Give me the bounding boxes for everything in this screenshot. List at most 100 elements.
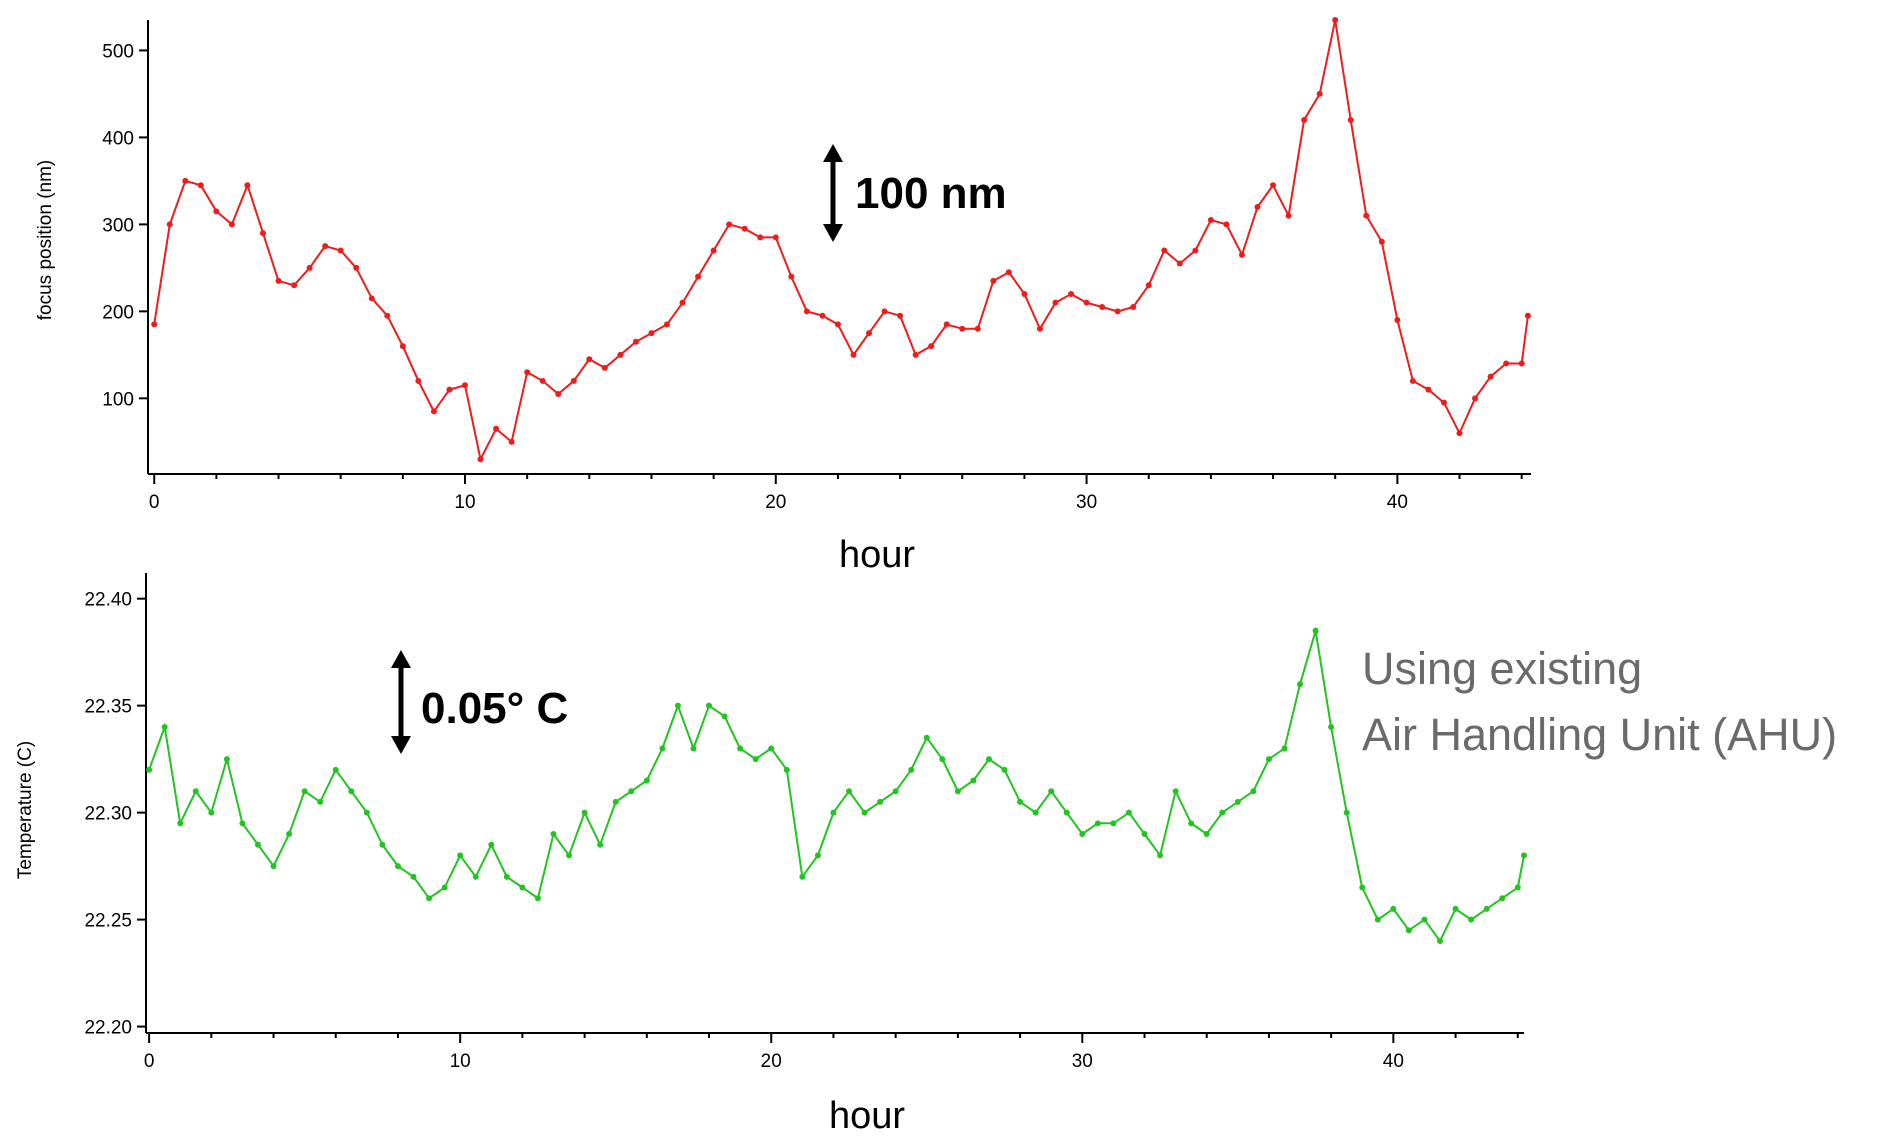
temp-data-point — [861, 809, 868, 816]
temp-data-point — [830, 809, 837, 816]
focus-y-tick-label: 500 — [102, 41, 134, 62]
temp-data-point — [1359, 884, 1366, 891]
temp-x-ticks: 0 10 20 30 40 — [144, 1033, 1519, 1072]
focus-data-point — [244, 182, 251, 189]
temp-data-point — [208, 809, 215, 816]
focus-y-tick-label: 400 — [102, 128, 134, 149]
temp-data-point — [597, 841, 604, 848]
focus-series-line — [153, 19, 1529, 463]
temp-y-tick-label: 22.30 — [84, 804, 132, 825]
temp-data-point — [332, 766, 339, 773]
temp-data-point — [892, 788, 899, 795]
temp-data-point — [908, 766, 915, 773]
temp-data-point — [954, 788, 961, 795]
temp-data-point — [1017, 798, 1024, 805]
focus-data-point — [462, 382, 469, 389]
temp-scale-label: 0.05° C — [421, 684, 568, 733]
focus-data-point — [1503, 360, 1510, 367]
focus-data-point — [353, 264, 360, 271]
temp-data-point — [410, 873, 417, 880]
ahu-note-line-1: Using existing — [1362, 643, 1642, 694]
temp-data-point — [752, 756, 759, 763]
focus-data-point — [772, 234, 779, 241]
temp-data-point — [161, 724, 168, 731]
focus-data-point — [337, 247, 344, 254]
temp-data-point — [1312, 627, 1319, 634]
focus-data-point — [1068, 290, 1075, 297]
focus-data-point — [834, 321, 841, 328]
temp-data-point — [1157, 852, 1164, 859]
focus-data-point — [757, 234, 764, 241]
focus-data-point — [322, 243, 329, 250]
focus-x-axis-label: hour — [839, 534, 915, 576]
temp-data-point — [550, 831, 557, 838]
temp-data-point — [146, 766, 153, 773]
temp-data-point — [768, 745, 775, 752]
focus-data-point — [601, 364, 608, 371]
focus-data-point — [974, 325, 981, 332]
focus-data-point — [1207, 217, 1214, 224]
focus-data-point — [555, 390, 562, 397]
temp-data-point — [985, 756, 992, 763]
focus-y-axis-label: focus position (nm) — [35, 160, 56, 321]
focus-data-point — [1518, 360, 1525, 367]
focus-data-point — [539, 377, 546, 384]
temp-data-point — [877, 798, 884, 805]
focus-data-point — [1270, 182, 1277, 189]
focus-data-point — [213, 208, 220, 215]
temp-data-point — [721, 713, 728, 720]
temp-data-point — [659, 745, 666, 752]
focus-data-point — [384, 312, 391, 319]
temp-data-point — [612, 798, 619, 805]
focus-data-point — [1130, 304, 1137, 311]
focus-data-point — [679, 299, 686, 306]
focus-data-point — [959, 325, 966, 332]
focus-data-point — [1332, 17, 1339, 23]
temp-data-point — [1172, 788, 1179, 795]
temp-data-point — [457, 852, 464, 859]
temp-data-point — [1048, 788, 1055, 795]
temp-data-point — [566, 852, 573, 859]
focus-data-point — [368, 295, 375, 302]
focus-data-point — [508, 438, 515, 445]
temp-data-point — [1110, 820, 1117, 827]
focus-data-point — [1487, 373, 1494, 380]
temp-data-point — [643, 777, 650, 784]
temp-data-point — [1328, 724, 1335, 731]
focus-x-tick-label: 0 — [149, 492, 160, 513]
focus-data-point — [710, 247, 717, 254]
temp-data-point — [1468, 916, 1475, 923]
focus-data-point — [664, 321, 671, 328]
focus-data-point — [306, 264, 313, 271]
focus-data-point — [1192, 247, 1199, 254]
temp-data-point — [394, 863, 401, 870]
focus-data-point — [1378, 238, 1385, 245]
temp-y-tick-label: 22.40 — [84, 590, 132, 611]
focus-data-point — [1347, 117, 1354, 124]
temp-data-point — [799, 873, 806, 880]
temp-data-point — [1203, 831, 1210, 838]
temp-data-point — [1094, 820, 1101, 827]
temp-x-tick-label: 0 — [144, 1051, 155, 1072]
temp-data-point — [1343, 809, 1350, 816]
focus-data-point — [1099, 304, 1106, 311]
temp-data-point — [1521, 852, 1527, 859]
focus-data-point — [695, 273, 702, 280]
focus-data-point — [897, 312, 904, 319]
focus-data-point — [1176, 260, 1183, 267]
focus-y-ticks: 100 200 300 400 500 — [102, 41, 148, 410]
temp-x-tick-label: 30 — [1072, 1051, 1093, 1072]
focus-data-point — [912, 351, 919, 358]
temp-data-point — [379, 841, 386, 848]
focus-data-point — [819, 312, 826, 319]
temp-data-point — [690, 745, 697, 752]
temp-y-ticks: 22.20 22.25 22.30 22.35 22.40 — [84, 590, 146, 1039]
temp-data-point — [348, 788, 355, 795]
temp-data-point — [783, 766, 790, 773]
temp-data-point — [1032, 809, 1039, 816]
focus-data-point — [726, 221, 733, 228]
focus-data-point — [803, 308, 810, 315]
focus-data-point — [586, 356, 593, 363]
focus-data-point — [399, 343, 406, 350]
focus-scale-bar: 100 nm — [823, 144, 1007, 242]
